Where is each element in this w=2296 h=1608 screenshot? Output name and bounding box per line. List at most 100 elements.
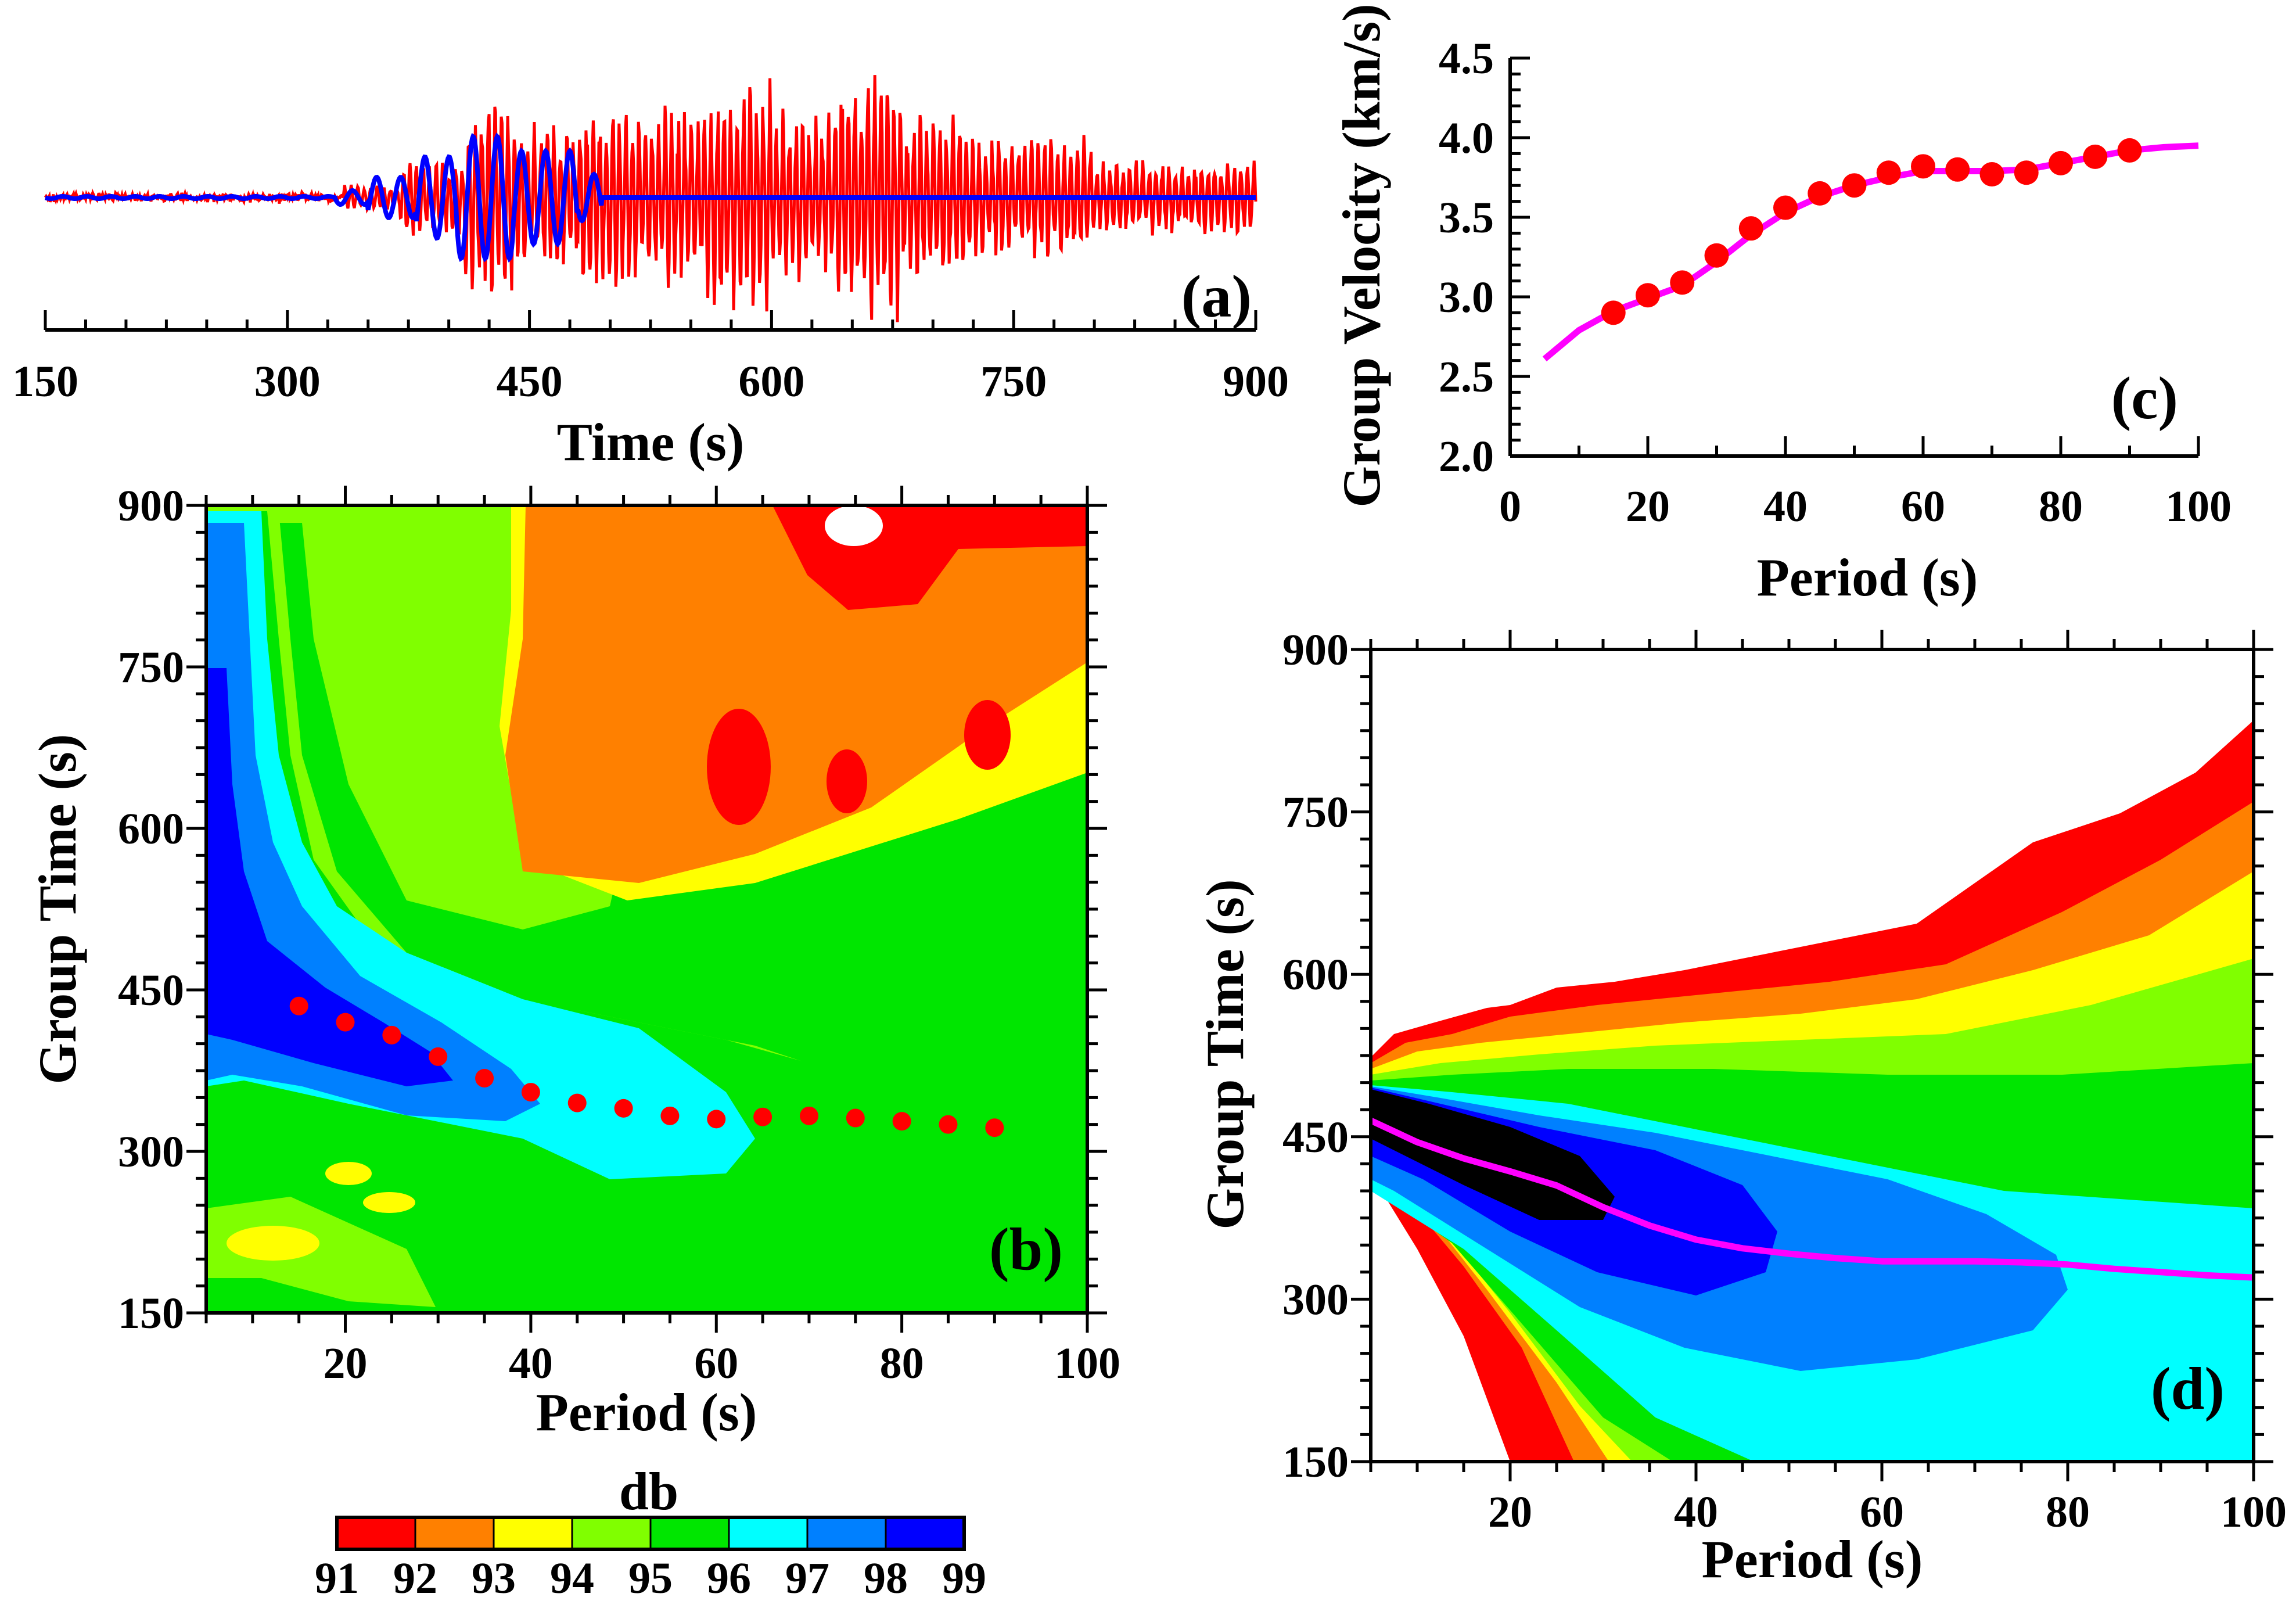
contour-94-lower <box>206 1197 436 1307</box>
colorbar-cell <box>414 1516 495 1550</box>
x-tick-label: 450 <box>497 357 563 406</box>
pick-point <box>892 1112 911 1131</box>
colorbar-cell <box>806 1516 888 1550</box>
contour-91-island <box>964 700 1011 770</box>
y-tick-label: 600 <box>1282 950 1349 999</box>
pick-point <box>753 1107 772 1126</box>
panel-label-d: (d) <box>2151 1355 2225 1422</box>
y-tick-label: 900 <box>118 482 184 530</box>
velocity-point <box>1979 162 2004 187</box>
contour-92-island <box>509 703 573 784</box>
x-tick-label: 40 <box>509 1339 553 1388</box>
panel-d: 20 40 60 80 100 150 300 450 600 750 900 Period (s)… <box>1195 626 2287 1589</box>
colorbar-cell <box>649 1516 731 1550</box>
velocity-point <box>1773 195 1798 220</box>
pick-point <box>985 1118 1004 1137</box>
axis-ticks: 20 40 60 80 100 150 300 450 600 750 900 <box>118 482 1120 1388</box>
y-tick-label: 450 <box>1282 1113 1349 1162</box>
contour-91-island <box>827 749 867 813</box>
velocity-point <box>1876 160 1901 185</box>
velocity-curve <box>1542 142 2199 362</box>
contour-hole <box>825 505 883 546</box>
pick-point <box>289 996 308 1015</box>
velocity-point <box>2083 144 2108 169</box>
pick-point <box>939 1115 958 1134</box>
pick-point <box>475 1068 494 1087</box>
contour-92 <box>505 505 1087 883</box>
y-tick-label: 300 <box>1282 1275 1349 1324</box>
colorbar-label: 99 <box>942 1554 986 1603</box>
x-axis-ticks: 150 300 450 600 750 900 <box>12 310 1289 406</box>
pick-point <box>429 1047 448 1066</box>
axis-ticks: 0 20 40 60 80 100 2.0 2.5 3.0 3.5 4.0 4.5 <box>1439 34 2232 531</box>
y-tick-label: 4.0 <box>1439 114 1494 163</box>
colorbar-cells <box>336 1516 966 1550</box>
velocity-point <box>2014 160 2039 185</box>
spectrogram-b <box>206 505 1087 1313</box>
x-tick-label: 60 <box>1901 482 1945 531</box>
colorbar-label: 95 <box>628 1554 673 1603</box>
x-tick-label: 100 <box>2220 1488 2287 1537</box>
x-axis-title: Period (s) <box>536 1383 757 1442</box>
x-tick-label: 300 <box>254 357 321 406</box>
velocity-point <box>1945 157 1970 182</box>
y-tick-label: 750 <box>118 643 184 692</box>
velocity-points <box>1601 138 2142 325</box>
y-tick-label: 600 <box>118 805 184 853</box>
pick-point <box>336 1013 355 1032</box>
colorbar-label: 94 <box>550 1554 594 1603</box>
colorbar-label: 91 <box>315 1554 359 1603</box>
y-tick-label: 150 <box>1282 1438 1349 1487</box>
colorbar-cell <box>493 1516 574 1550</box>
x-tick-label: 60 <box>694 1339 738 1388</box>
pick-point <box>799 1106 818 1125</box>
colorbar-title: db <box>619 1462 678 1521</box>
spectrogram-d <box>1371 649 2254 1462</box>
y-tick-label: 3.5 <box>1439 193 1494 242</box>
group-time-curve <box>1371 1117 2254 1281</box>
y-axis-title: Group Time (s) <box>28 734 87 1084</box>
velocity-point <box>1808 181 1833 206</box>
pick-point <box>567 1093 587 1112</box>
y-tick-label: 2.5 <box>1439 353 1494 401</box>
y-tick-label: 3.0 <box>1439 273 1494 322</box>
pick-point <box>660 1106 680 1125</box>
y-tick-label: 450 <box>118 966 184 1015</box>
contour-95-lower <box>206 1127 1087 1313</box>
seismogram-traces <box>44 75 1257 322</box>
colorbar-frame <box>335 1516 966 1551</box>
filtered-seismogram-line <box>44 132 1256 263</box>
y-axis-title: Group Velocity (km/s) <box>1332 3 1391 507</box>
y-tick-label: 300 <box>118 1128 184 1176</box>
panel-label-a: (a) <box>1181 263 1252 330</box>
axis-ticks: 20 40 60 80 100 150 300 450 600 750 900 <box>1282 626 2287 1537</box>
colorbar-cell <box>571 1516 652 1550</box>
colorbar-label: 98 <box>864 1554 908 1603</box>
contour-94-island <box>325 1162 372 1185</box>
contour-99 <box>206 668 453 1086</box>
panel-c: 0 20 40 60 80 100 2.0 2.5 3.0 3.5 4.0 4.5 Period (s… <box>1332 3 2232 607</box>
colorbar-label: 96 <box>707 1554 751 1603</box>
x-tick-label: 40 <box>1674 1488 1718 1537</box>
colorbar: db 91 92 93 94 95 96 97 98 99 <box>315 1462 986 1603</box>
velocity-point <box>2049 150 2073 175</box>
panel-b: 20 40 60 80 100 150 300 450 600 750 900 Period (s)… <box>28 482 1120 1442</box>
x-tick-label: 600 <box>738 357 804 406</box>
contour-94-island <box>363 1192 415 1213</box>
colorbar-label: 93 <box>472 1554 516 1603</box>
contour-91-island <box>707 709 771 825</box>
velocity-point <box>1842 173 1867 198</box>
colorbar-cell <box>885 1516 966 1550</box>
velocity-point <box>1911 154 1935 179</box>
panel-a: 150 300 450 600 750 900 Time (s) (a) <box>12 75 1289 472</box>
x-tick-label: 150 <box>12 357 78 406</box>
pick-point <box>846 1108 865 1128</box>
x-tick-label: 20 <box>324 1339 368 1388</box>
x-axis-title: Time (s) <box>557 412 745 472</box>
pick-point <box>382 1025 401 1045</box>
panel-label-c: (c) <box>2111 365 2178 432</box>
x-tick-label: 80 <box>880 1339 924 1388</box>
y-tick-label: 900 <box>1282 626 1349 674</box>
pick-point <box>521 1083 540 1102</box>
